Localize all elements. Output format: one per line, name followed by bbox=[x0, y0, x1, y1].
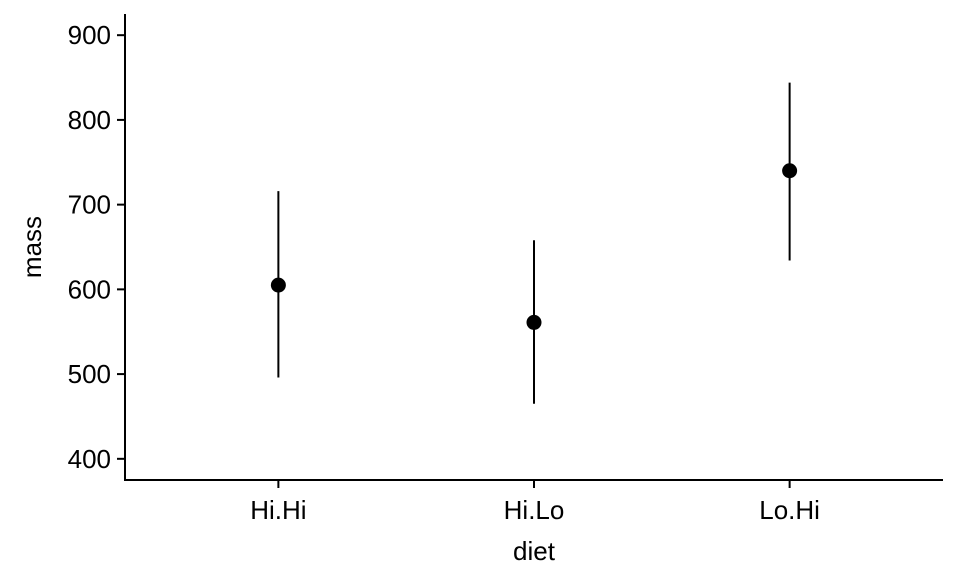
x-tick-label: Hi.Lo bbox=[504, 495, 565, 525]
y-axis-title: mass bbox=[17, 216, 47, 278]
x-axis-title: diet bbox=[513, 536, 556, 566]
data-point bbox=[526, 314, 542, 330]
x-ticks: Hi.Hi Hi.Lo Lo.Hi bbox=[250, 480, 820, 525]
y-tick-label: 500 bbox=[68, 359, 111, 389]
x-tick-label: Lo.Hi bbox=[759, 495, 820, 525]
data-point bbox=[270, 277, 286, 293]
x-axis: Hi.Hi Hi.Lo Lo.Hi bbox=[124, 479, 943, 525]
x-tick-label: Hi.Hi bbox=[250, 495, 306, 525]
y-tick-label: 900 bbox=[68, 20, 111, 50]
y-axis: 400 500 600 700 800 900 bbox=[68, 14, 126, 481]
y-tick-label: 600 bbox=[68, 274, 111, 304]
y-tick-label: 700 bbox=[68, 190, 111, 220]
y-tick-label: 800 bbox=[68, 105, 111, 135]
y-ticks: 400 500 600 700 800 900 bbox=[68, 20, 125, 474]
y-tick-label: 400 bbox=[68, 444, 111, 474]
data-point bbox=[782, 163, 798, 179]
plot-marks bbox=[270, 82, 798, 404]
